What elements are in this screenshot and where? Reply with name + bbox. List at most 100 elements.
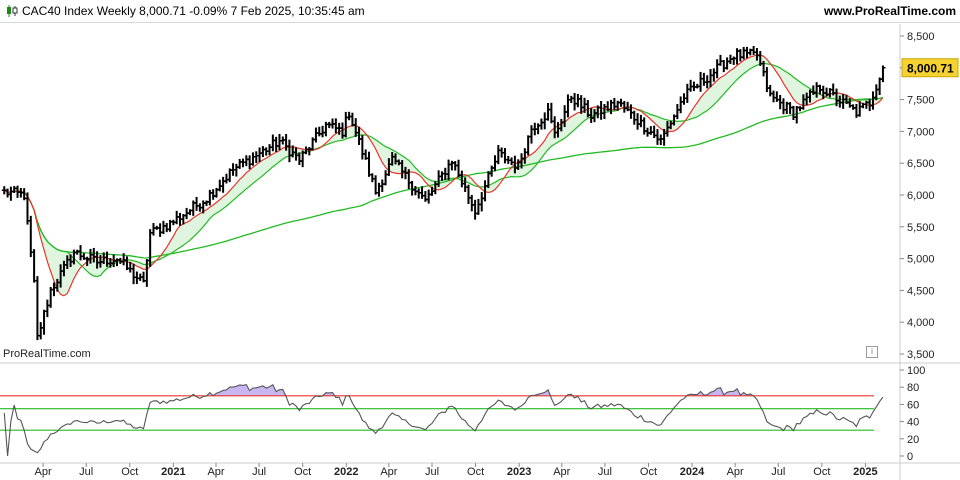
price-tick-label: 5,000 [907,254,935,266]
time-tick-label: 2023 [507,466,531,478]
price-axis: 8,5008,0007,5007,0006,5006,0005,5005,000… [900,31,935,361]
ohlc-bar [654,129,660,145]
ohlc-bar [369,173,375,183]
ma-slow-line [3,97,883,259]
ohlc-bar [250,152,256,166]
ohlc-bar [273,136,279,152]
ohlc-bar [34,276,40,341]
ohlc-bar [850,104,856,110]
ohlc-bar [880,65,886,83]
ohlc-bar [147,229,153,267]
ohlc-bar [376,182,382,197]
site-link[interactable]: www.ProRealTime.com [823,4,956,18]
ohlc-bar [237,158,243,169]
ohlc-bar [223,173,229,184]
ohlc-bar [714,59,720,79]
ohlc-bar [233,163,239,177]
ma-fill-area [4,54,883,296]
ohlc-bar [38,322,44,340]
price-tick-label: 4,000 [907,317,935,329]
ohlc-bar [8,186,14,201]
time-axis: Apr Jul Oct 2021 Apr Jul Oct 2022 Apr Jul Oct 2023 A… [35,463,878,478]
watermark: ProRealTime.com [3,348,91,360]
ohlc-bar [502,148,508,164]
ohlc-bar [492,155,498,172]
ohlc-bars [1,46,886,341]
time-tick-label: Jul [79,466,93,478]
ohlc-bar [11,186,17,194]
ohlc-bar [635,113,641,130]
ohlc-bar [721,59,727,73]
rsi-tick-label: 80 [907,382,919,394]
rsi-tick-label: 20 [907,434,919,446]
ohlc-bar [465,184,471,205]
info-icon[interactable]: i [866,346,878,358]
time-tick-label: 2024 [680,466,705,478]
rsi-panel: 100 80 60 40 20 0 [0,365,925,463]
ohlc-bar [426,189,432,204]
ohlc-bar [641,117,647,135]
ohlc-bar [741,46,747,60]
ohlc-bar [316,126,322,137]
time-tick-label: Apr [380,466,397,478]
price-tick-label: 4,500 [907,285,935,297]
ohlc-bar [611,97,617,111]
ohlc-bar [751,46,757,55]
ohlc-bar [383,170,389,186]
ohlc-bar [568,95,574,103]
ohlc-bar [684,83,690,103]
time-tick-label: 2021 [161,466,185,478]
ma-mid-line [3,62,884,278]
ohlc-bar [737,49,743,62]
ohlc-bar [724,57,730,70]
ohlc-bar [366,151,372,177]
ohlc-bar [164,223,170,233]
chart-header: CAC40 Index Weekly 8,000.71 -0.09% 7 Feb… [0,0,960,23]
ohlc-bar [469,194,475,212]
ohlc-bar [5,188,11,198]
ohlc-bar [379,179,385,192]
ohlc-bar [160,220,166,235]
rsi-tick-label: 60 [907,399,919,411]
ohlc-bar [247,155,253,170]
ohlc-bar [780,98,786,115]
time-tick-label: Apr [727,466,744,478]
price-tick-label: 7,000 [907,126,935,138]
ohlc-bar [717,54,723,66]
last-price-badge: 8,000.71 [901,58,959,78]
rsi-tick-label: 100 [907,365,925,377]
price-tick-label: 6,000 [907,190,935,202]
ohlc-bar [698,71,704,92]
time-tick-label: Apr [35,466,52,478]
price-tick-label: 7,500 [907,95,935,107]
ohlc-bar [157,223,163,237]
ohlc-bar [525,135,531,156]
ohlc-bar [674,104,680,120]
ohlc-bar [260,146,266,158]
rsi-tick-label: 40 [907,417,919,429]
ohlc-bar [24,192,30,225]
ohlc-bar [542,112,548,130]
time-tick-label: Oct [640,466,657,478]
ohlc-bar [538,118,544,130]
rsi-line [3,383,884,457]
ohlc-bar [701,72,707,86]
ohlc-bar [548,102,554,124]
ohlc-bar [771,90,777,103]
rsi-tick-label: 0 [907,451,913,463]
time-tick-label: Jul [252,466,266,478]
ohlc-bar [373,175,379,195]
time-tick-label: Jul [598,466,612,478]
ohlc-bar [44,299,50,318]
time-tick-label: Apr [553,466,570,478]
rsi-overbought-fill [4,384,883,396]
ohlc-bar [253,151,259,164]
ohlc-bar [575,93,581,108]
ohlc-bar [296,152,302,165]
ohlc-bar [276,133,282,151]
ohlc-bar [572,93,578,111]
ohlc-bar [651,125,657,139]
ohlc-bar [446,159,452,181]
time-tick-label: 2022 [334,466,358,478]
